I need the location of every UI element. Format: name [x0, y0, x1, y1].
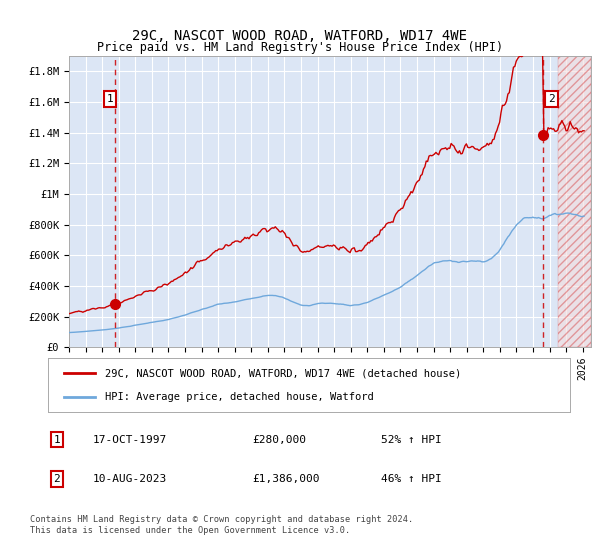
- Text: 29C, NASCOT WOOD ROAD, WATFORD, WD17 4WE: 29C, NASCOT WOOD ROAD, WATFORD, WD17 4WE: [133, 29, 467, 44]
- Text: HPI: Average price, detached house, Watford: HPI: Average price, detached house, Watf…: [106, 391, 374, 402]
- Text: £1,386,000: £1,386,000: [252, 474, 320, 484]
- Text: 46% ↑ HPI: 46% ↑ HPI: [381, 474, 442, 484]
- Text: Contains HM Land Registry data © Crown copyright and database right 2024.
This d: Contains HM Land Registry data © Crown c…: [30, 515, 413, 535]
- Text: 2: 2: [53, 474, 61, 484]
- Text: 17-OCT-1997: 17-OCT-1997: [93, 435, 167, 445]
- Text: Price paid vs. HM Land Registry's House Price Index (HPI): Price paid vs. HM Land Registry's House …: [97, 41, 503, 54]
- Text: 10-AUG-2023: 10-AUG-2023: [93, 474, 167, 484]
- Text: 29C, NASCOT WOOD ROAD, WATFORD, WD17 4WE (detached house): 29C, NASCOT WOOD ROAD, WATFORD, WD17 4WE…: [106, 368, 461, 379]
- Text: 2: 2: [548, 94, 555, 104]
- Text: 1: 1: [107, 94, 113, 104]
- Text: £280,000: £280,000: [252, 435, 306, 445]
- Text: 1: 1: [53, 435, 61, 445]
- Text: 52% ↑ HPI: 52% ↑ HPI: [381, 435, 442, 445]
